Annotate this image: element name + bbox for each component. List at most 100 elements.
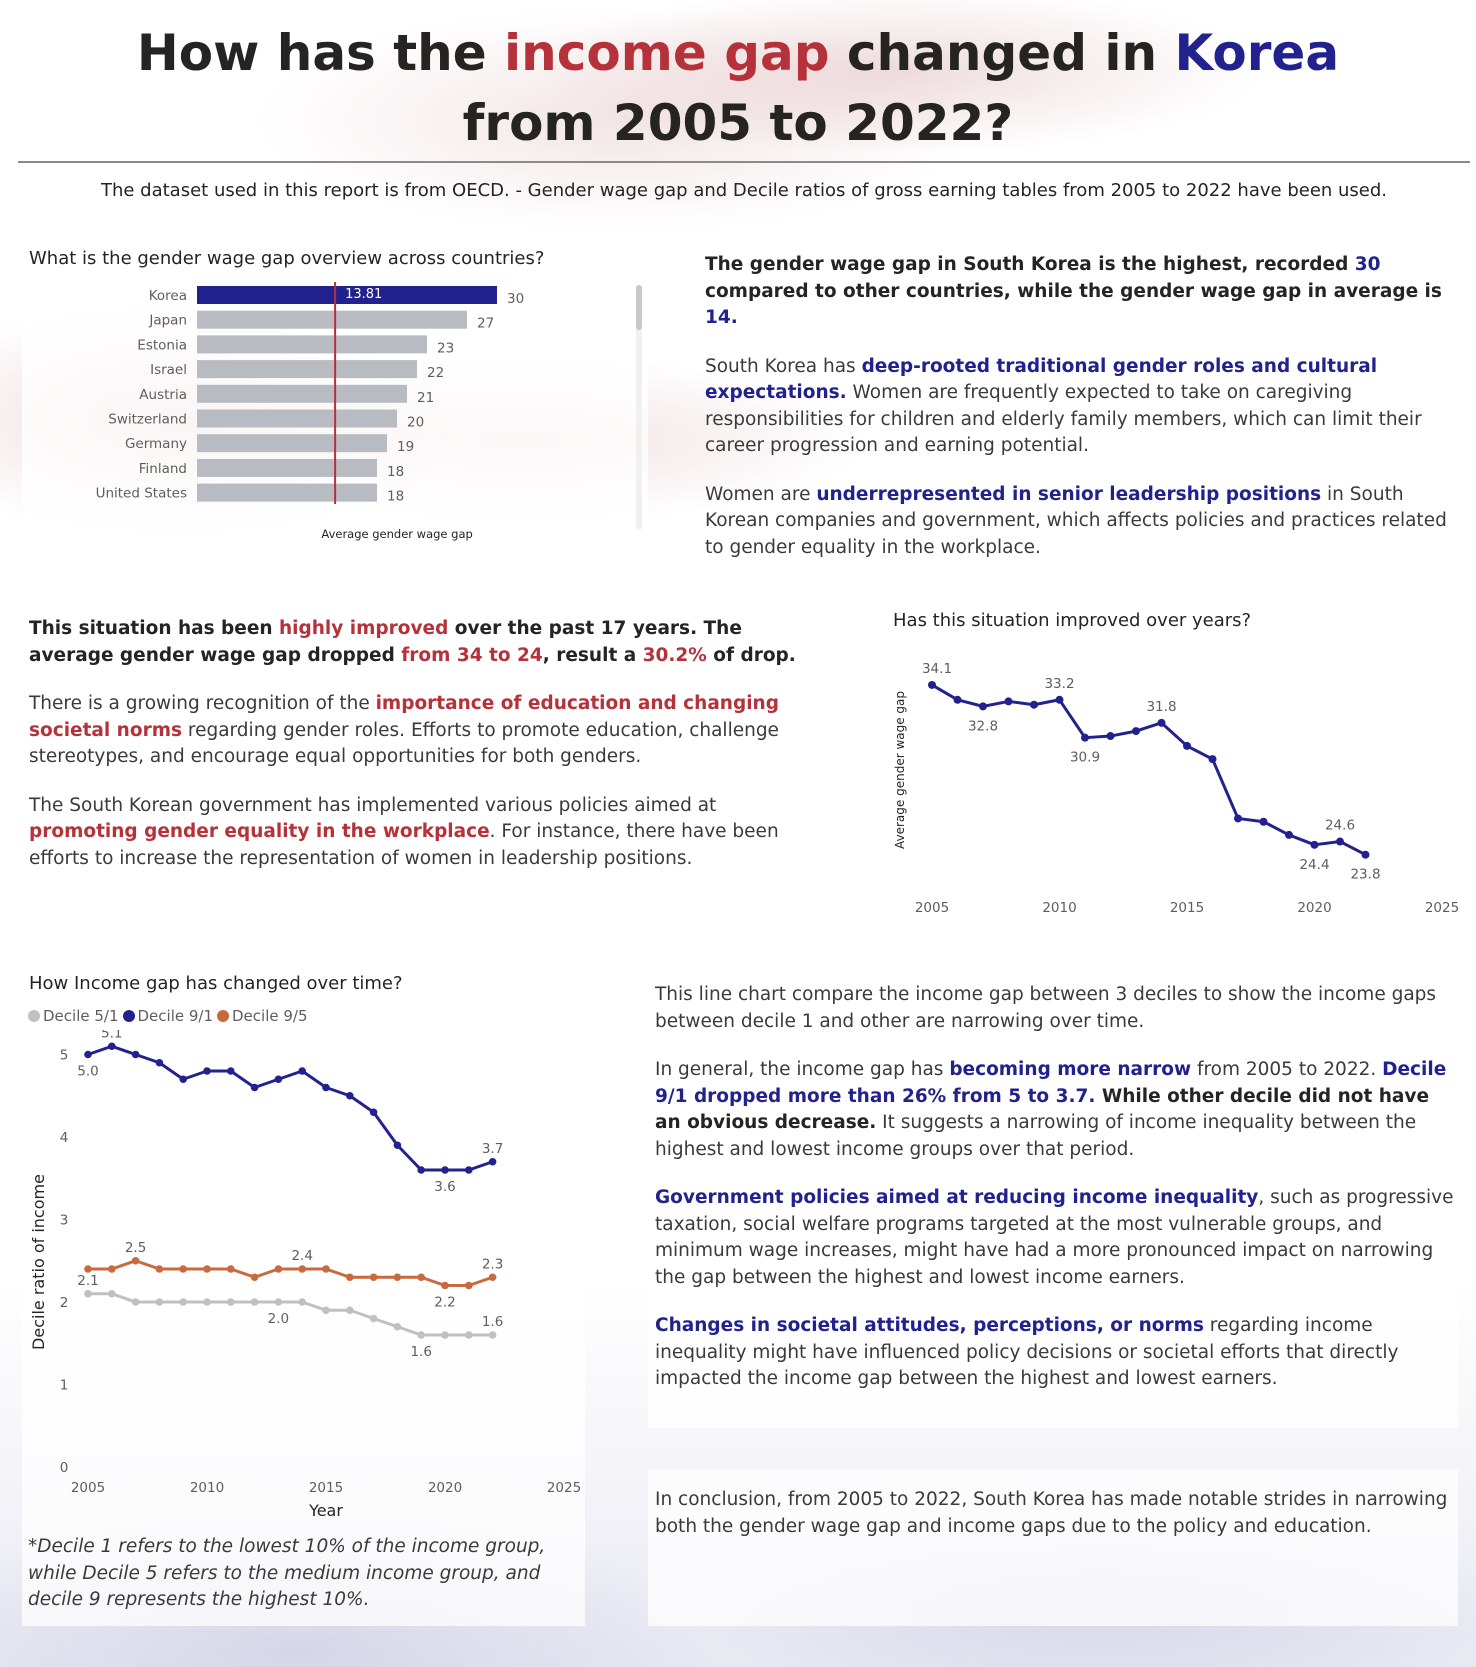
bar-korea xyxy=(197,286,497,304)
decile-series-point xyxy=(298,1265,307,1273)
bar-germany xyxy=(197,434,387,453)
section2-para3: The South Korean government has implemen… xyxy=(29,793,819,873)
decile-data-label: 2.4 xyxy=(291,1248,312,1264)
legend-item-decile-5-1[interactable]: Decile 5/1 xyxy=(28,1007,119,1025)
text-run: Decile 9/1 dropped more than 26% from 5 … xyxy=(655,1059,1447,1107)
decile-series-point xyxy=(441,1166,449,1174)
decile-series-point xyxy=(108,1289,116,1298)
bar-value-label: 22 xyxy=(427,365,444,381)
trend-x-tick: 2015 xyxy=(1170,900,1204,916)
section3-text: This line chart compare the income gap b… xyxy=(655,982,1455,1415)
bar-value-label: 20 xyxy=(407,415,424,431)
decile-series-point xyxy=(488,1273,497,1282)
decile-series-point xyxy=(108,1265,116,1273)
decile-series-point xyxy=(393,1141,402,1150)
legend-item-decile-9-5[interactable]: Decile 9/5 xyxy=(217,1007,308,1025)
trend-point xyxy=(1310,840,1319,849)
text-run: , result a xyxy=(542,644,643,666)
decile-chart-title: How Income gap has changed over time? xyxy=(29,973,403,994)
legend-item-decile-9-1[interactable]: Decile 9/1 xyxy=(122,1007,213,1025)
text-run: There is a growing recognition of the xyxy=(29,693,376,714)
decile-data-label: 2.1 xyxy=(77,1273,98,1289)
bar-japan xyxy=(197,310,467,329)
bar-category-label: Japan xyxy=(148,313,187,329)
decile-legend: Decile 5/1 Decile 9/1 Decile 9/5 xyxy=(28,1007,308,1025)
section3-panel xyxy=(648,968,1458,1428)
decile-series-point xyxy=(84,1265,92,1273)
trend-point xyxy=(1336,837,1344,846)
bar-chart-scrollbar[interactable] xyxy=(636,285,642,530)
decile-series-point xyxy=(250,1298,259,1306)
text-run: regarding income inequality might have i… xyxy=(655,1315,1399,1389)
conclusion-text: In conclusion, from 2005 to 2022, South … xyxy=(655,1489,1448,1537)
page-title: How has the income gap changed in Korea … xyxy=(18,18,1458,158)
bar-category-label: Switzerland xyxy=(108,412,187,428)
decile-chart-panel xyxy=(22,968,585,1626)
decile-series-point xyxy=(84,1289,92,1298)
text-run: . For instance, there have been efforts … xyxy=(29,821,779,869)
decile-series-point xyxy=(131,1050,140,1059)
decile-series-point xyxy=(131,1298,140,1306)
title-line-2: from 2005 to 2022? xyxy=(462,94,1014,152)
trend-data-label: 24.6 xyxy=(1325,818,1355,834)
text-run: promoting gender equality in the workpla… xyxy=(29,821,490,842)
trend-point xyxy=(1208,755,1217,764)
text-run: In general, the income gap has xyxy=(655,1059,950,1080)
bar-austria xyxy=(197,384,407,403)
section3-para3: Government policies aimed at reducing in… xyxy=(655,1185,1455,1291)
text-run: The South Korean government has implemen… xyxy=(29,794,717,816)
bar-value-label: 21 xyxy=(417,390,434,406)
trend-point xyxy=(1030,700,1038,709)
bar-value-label: 30 xyxy=(507,291,524,307)
decile-series-point xyxy=(322,1265,330,1273)
trend-point xyxy=(1285,830,1293,839)
bar-value-label: 23 xyxy=(437,340,454,356)
section2-text: This situation has been highly improved … xyxy=(29,616,819,894)
text-run: 30.2% xyxy=(642,644,707,666)
trend-point xyxy=(1106,732,1115,741)
trend-point xyxy=(1234,814,1242,823)
decile-series-point xyxy=(393,1322,402,1331)
decile-series-point xyxy=(203,1265,211,1273)
trend-chart-title: Has this situation improved over years? xyxy=(893,610,1252,631)
decile-series-point xyxy=(346,1273,354,1282)
trend-data-label: 23.8 xyxy=(1350,867,1380,883)
trend-data-label: 32.8 xyxy=(968,718,998,734)
bar-category-label: Germany xyxy=(125,436,187,452)
trend-data-label: 34.1 xyxy=(922,661,952,677)
section1-para2: South Korea has deep-rooted traditional … xyxy=(705,354,1455,460)
decile-series-point xyxy=(369,1273,378,1282)
title-divider xyxy=(18,161,1470,163)
decile-y-tick: 5 xyxy=(60,1048,69,1064)
decile-data-label: 2.3 xyxy=(482,1256,503,1272)
decile-x-tick: 2005 xyxy=(71,1480,105,1496)
title-line-1: How has the income gap changed in Korea xyxy=(136,24,1340,82)
decile-series-point xyxy=(227,1265,235,1273)
decile-series-point xyxy=(274,1265,283,1273)
decile-data-label: 2.0 xyxy=(268,1311,289,1327)
decile-series-line-1 xyxy=(88,1292,493,1337)
bar-category-label: Estonia xyxy=(137,337,187,353)
decile-y-tick: 0 xyxy=(60,1460,69,1476)
average-value-label: 13.81 xyxy=(345,287,382,302)
section1-para1: The gender wage gap in South Korea is th… xyxy=(705,252,1455,332)
decile-data-label: 5.0 xyxy=(77,1064,98,1080)
trend-x-tick: 2010 xyxy=(1042,900,1076,916)
text-run: Changes in societal attitudes, perceptio… xyxy=(655,1315,1204,1336)
trend-point xyxy=(1361,850,1370,859)
section2-para2: There is a growing recognition of the im… xyxy=(29,691,819,771)
scrollbar-thumb[interactable] xyxy=(636,285,642,330)
text-run: deep-rooted traditional gender roles and… xyxy=(705,355,1378,404)
trend-point xyxy=(1081,733,1089,742)
conclusion-panel xyxy=(648,1470,1458,1626)
legend-dot-orange xyxy=(217,1010,229,1022)
bar-switzerland xyxy=(197,409,397,428)
decile-series-point xyxy=(179,1075,187,1084)
decile-series-point xyxy=(250,1083,259,1092)
decile-series-point xyxy=(203,1298,211,1306)
section3-para4: Changes in societal attitudes, perceptio… xyxy=(655,1313,1455,1393)
trend-point xyxy=(979,702,987,711)
text-run: becoming more narrow xyxy=(949,1059,1192,1080)
text-run: South Korea has xyxy=(705,355,862,377)
decile-y-axis-label: Decile ratio of income xyxy=(29,1174,48,1350)
